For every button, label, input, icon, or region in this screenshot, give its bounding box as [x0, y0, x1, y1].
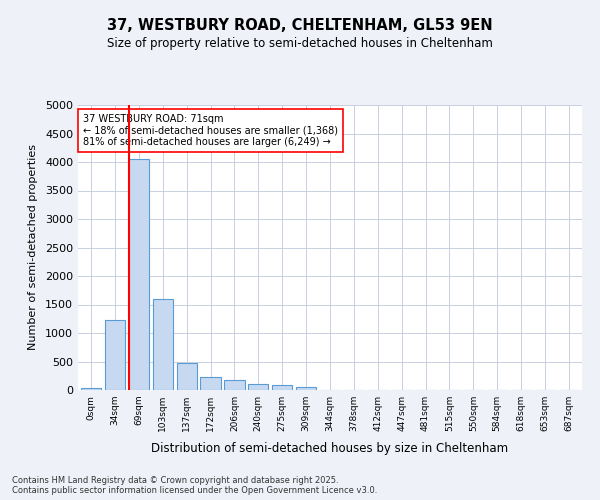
Bar — [81, 388, 101, 390]
Text: 37 WESTBURY ROAD: 71sqm
← 18% of semi-detached houses are smaller (1,368)
81% of: 37 WESTBURY ROAD: 71sqm ← 18% of semi-de… — [83, 114, 338, 147]
Y-axis label: Number of semi-detached properties: Number of semi-detached properties — [28, 144, 38, 350]
Bar — [272, 385, 292, 390]
Bar — [248, 384, 268, 390]
Text: Size of property relative to semi-detached houses in Cheltenham: Size of property relative to semi-detach… — [107, 38, 493, 51]
Bar — [224, 380, 245, 390]
Bar — [152, 299, 173, 390]
Text: 37, WESTBURY ROAD, CHELTENHAM, GL53 9EN: 37, WESTBURY ROAD, CHELTENHAM, GL53 9EN — [107, 18, 493, 32]
Bar — [105, 320, 125, 390]
Bar — [129, 159, 149, 390]
X-axis label: Distribution of semi-detached houses by size in Cheltenham: Distribution of semi-detached houses by … — [151, 442, 509, 456]
Text: Contains HM Land Registry data © Crown copyright and database right 2025.
Contai: Contains HM Land Registry data © Crown c… — [12, 476, 377, 495]
Bar — [200, 378, 221, 390]
Bar — [296, 387, 316, 390]
Bar — [176, 363, 197, 390]
